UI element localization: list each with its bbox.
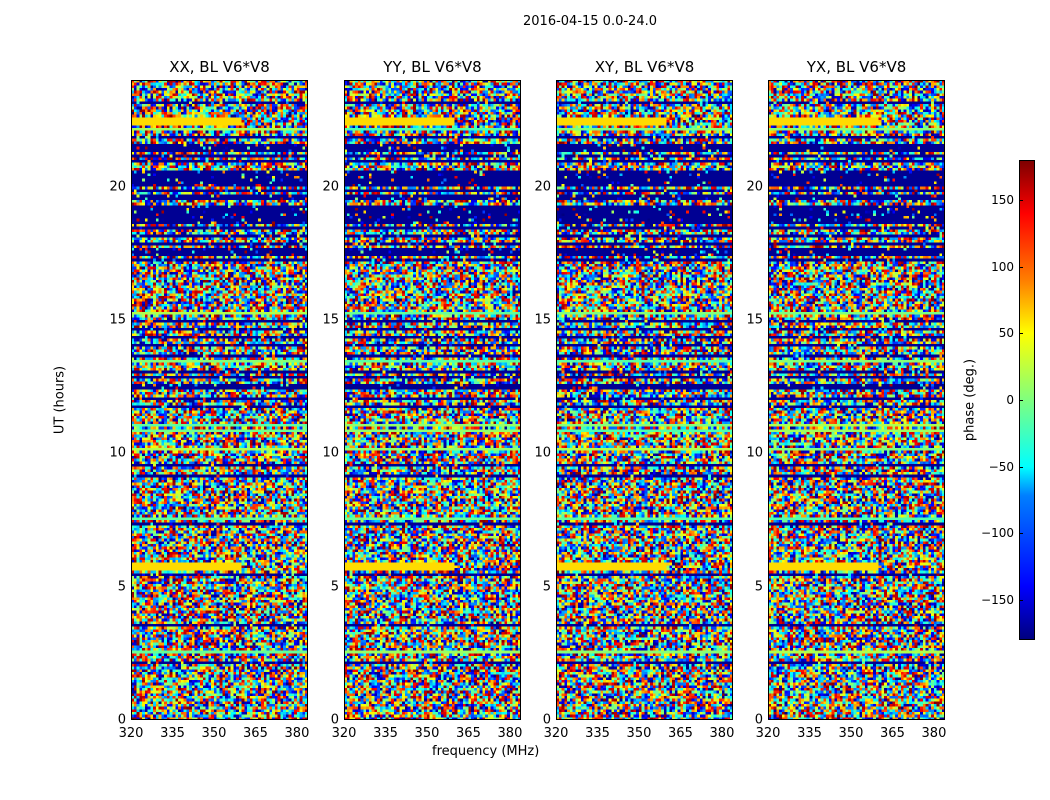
colorbar-tick-label: 150 bbox=[991, 193, 1014, 207]
colorbar-tick bbox=[1019, 400, 1023, 401]
panel-title: YX, BL V6*V8 bbox=[806, 58, 907, 76]
colorbar-tick-label: −50 bbox=[988, 459, 1014, 474]
x-tick-label: 380 bbox=[284, 726, 310, 741]
x-tick-label: 335 bbox=[373, 726, 398, 741]
y-tick-label: 20 bbox=[746, 179, 763, 195]
x-tick-label: 320 bbox=[331, 726, 357, 741]
panel-0: XX, BL V6*V8 0 5 10 15 20 320 335 350 365 380 bbox=[109, 58, 309, 741]
colorbar-tick bbox=[1019, 333, 1023, 335]
x-tick-label: 335 bbox=[797, 726, 822, 741]
panel-2: XY, BL V6*V8 0 5 10 15 20 320 335 350 365 380 bbox=[534, 58, 734, 741]
panel-title: YY, BL V6*V8 bbox=[383, 58, 482, 76]
y-tick-label: 5 bbox=[117, 579, 126, 595]
x-tick-label: 320 bbox=[118, 726, 144, 741]
y-tick-label: 5 bbox=[754, 579, 763, 595]
phase-heatmap bbox=[344, 80, 521, 720]
phase-heatmap bbox=[131, 80, 308, 720]
x-axis-label: frequency (MHz) bbox=[432, 744, 540, 759]
panel-title: XY, BL V6*V8 bbox=[594, 58, 695, 76]
panel-3: YX, BL V6*V8 0 5 10 15 20 320 335 350 365 380 bbox=[746, 58, 946, 741]
x-tick-label: 320 bbox=[755, 726, 781, 741]
panel-title: XX, BL V6*V8 bbox=[169, 58, 270, 76]
y-tick-label: 15 bbox=[746, 312, 763, 328]
y-tick-label: 0 bbox=[330, 712, 339, 728]
y-tick-label: 10 bbox=[109, 445, 126, 461]
x-tick-label: 380 bbox=[709, 726, 735, 741]
y-tick-label: 20 bbox=[109, 179, 126, 195]
y-tick-label: 10 bbox=[746, 445, 763, 461]
figure-title: 2016-04-15 0.0-24.0 bbox=[523, 14, 657, 29]
colorbar-tick-label: 0 bbox=[1006, 393, 1014, 407]
y-tick-label: 0 bbox=[117, 712, 126, 728]
plot-frame bbox=[344, 80, 521, 720]
x-tick-label: 335 bbox=[160, 726, 185, 741]
colorbar-label: phase (deg.) bbox=[962, 358, 978, 442]
x-tick-label: 380 bbox=[921, 726, 947, 741]
colorbar-tick-label: −150 bbox=[981, 593, 1014, 607]
y-tick-label: 15 bbox=[322, 312, 339, 328]
x-tick-label: 365 bbox=[456, 726, 481, 741]
y-tick-label: 0 bbox=[754, 712, 763, 728]
plot-frame bbox=[768, 80, 945, 720]
y-tick-label: 5 bbox=[330, 579, 339, 595]
colorbar-tick bbox=[1019, 466, 1023, 468]
x-tick-label: 335 bbox=[585, 726, 610, 741]
y-tick-label: 20 bbox=[322, 179, 339, 195]
phase-heatmap bbox=[556, 80, 733, 720]
colorbar-tick bbox=[1019, 533, 1023, 535]
x-tick-label: 380 bbox=[497, 726, 523, 741]
y-tick-label: 15 bbox=[534, 312, 551, 328]
plot-frame bbox=[556, 80, 733, 720]
panel-1: YY, BL V6*V8 0 5 10 15 20 320 335 350 365 380 bbox=[322, 58, 522, 741]
y-tick-label: 0 bbox=[542, 712, 551, 728]
y-axis-label: UT (hours) bbox=[52, 365, 68, 435]
y-tick-label: 15 bbox=[109, 312, 126, 328]
colorbar-tick bbox=[1019, 600, 1023, 601]
x-tick-label: 320 bbox=[543, 726, 569, 741]
x-tick-label: 365 bbox=[880, 726, 905, 741]
plot-frame bbox=[131, 80, 308, 720]
x-tick-label: 350 bbox=[201, 726, 227, 741]
x-tick-label: 350 bbox=[838, 726, 864, 741]
colorbar-tick-label: 50 bbox=[998, 326, 1014, 341]
colorbar-tick-label: 100 bbox=[991, 259, 1014, 274]
colorbar-tick bbox=[1019, 266, 1023, 268]
x-tick-label: 365 bbox=[243, 726, 268, 741]
y-tick-label: 10 bbox=[534, 445, 551, 461]
x-tick-label: 350 bbox=[414, 726, 440, 741]
colorbar-tick bbox=[1019, 200, 1023, 201]
phase-heatmap bbox=[768, 80, 945, 720]
colorbar-tick-label: −100 bbox=[981, 526, 1014, 541]
y-tick-label: 10 bbox=[322, 445, 339, 461]
y-tick-label: 5 bbox=[542, 579, 551, 595]
x-tick-label: 365 bbox=[668, 726, 693, 741]
y-tick-label: 20 bbox=[534, 179, 551, 195]
x-tick-label: 350 bbox=[626, 726, 652, 741]
